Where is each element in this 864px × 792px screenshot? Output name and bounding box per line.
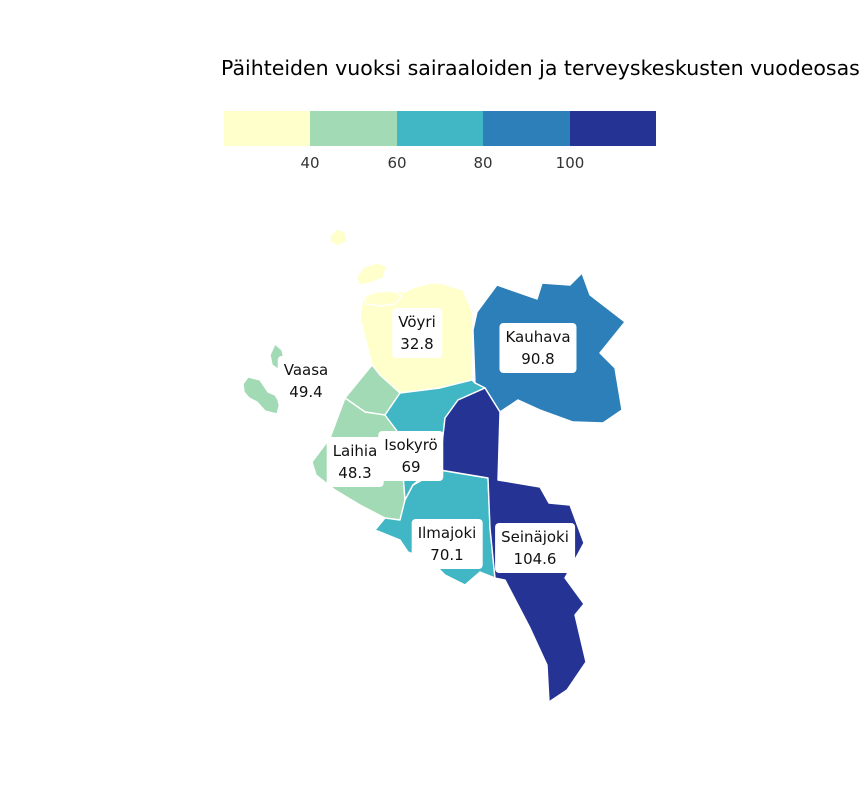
legend-swatch xyxy=(569,111,657,146)
legend-tick-label: 60 xyxy=(387,154,407,172)
legend-tick-label: 80 xyxy=(473,154,493,172)
legend-swatch xyxy=(483,111,570,146)
region-label-voyri: Vöyri 32.8 xyxy=(392,308,442,358)
region-name: Seinäjoki xyxy=(501,528,569,546)
region-name: Ilmajoki xyxy=(417,524,477,542)
legend-swatch xyxy=(396,111,484,146)
region-label-seinajoki: Seinäjoki 104.6 xyxy=(495,523,575,573)
legend-swatch xyxy=(310,111,397,146)
region-name: Vöyri xyxy=(398,313,436,331)
region-name: Laihia xyxy=(332,442,378,460)
region-value: 49.4 xyxy=(289,383,323,401)
region-name: Isokyrö xyxy=(384,436,438,454)
region-label-isokyro: Isokyrö 69 xyxy=(378,431,444,481)
map-title: Päihteiden vuoksi sairaaloiden ja tervey… xyxy=(221,56,860,80)
region-value: 104.6 xyxy=(513,550,557,568)
region-label-ilmajoki: Ilmajoki 70.1 xyxy=(411,519,483,569)
region-label-kauhava: Kauhava 90.8 xyxy=(499,323,577,373)
region-label-vaasa: Vaasa 49.4 xyxy=(277,356,335,406)
region-label-laihia: Laihia 48.3 xyxy=(326,437,384,487)
region-value: 69 xyxy=(401,458,421,476)
region-name: Kauhava xyxy=(505,328,571,346)
region-name: Vaasa xyxy=(283,361,329,379)
legend-color-bar xyxy=(224,111,657,146)
region-value: 32.8 xyxy=(400,335,434,353)
legend-tick-label: 100 xyxy=(555,154,585,172)
region-value: 48.3 xyxy=(338,464,372,482)
legend-swatch xyxy=(224,111,311,146)
region-value: 90.8 xyxy=(521,350,555,368)
region-value: 70.1 xyxy=(430,546,464,564)
legend-tick-label: 40 xyxy=(300,154,320,172)
